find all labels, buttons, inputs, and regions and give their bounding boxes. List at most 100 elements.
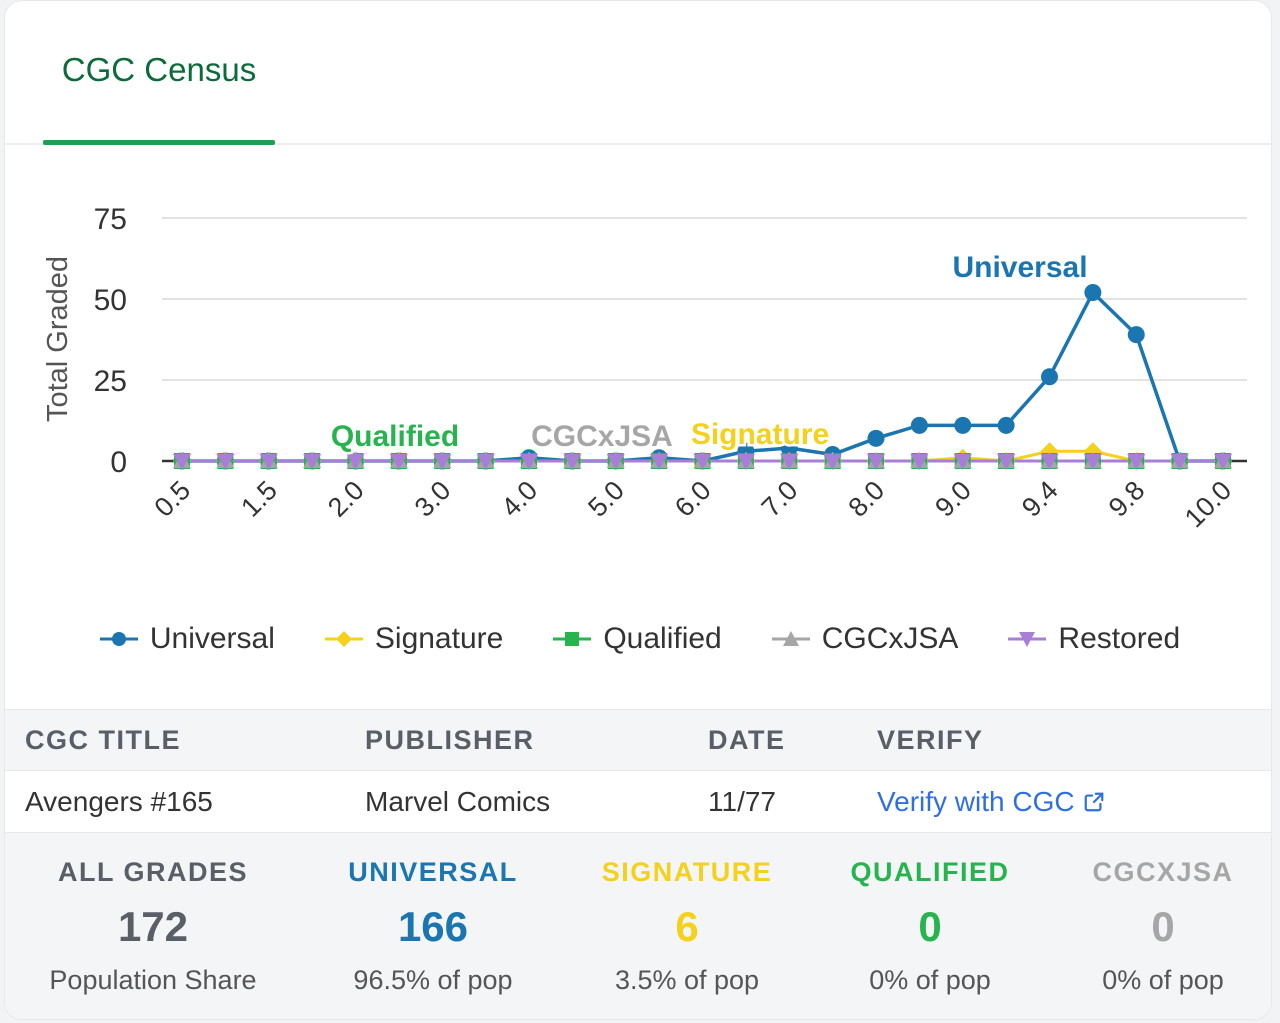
data-point <box>476 454 495 470</box>
data-point <box>1041 368 1058 386</box>
stat-value: 0 <box>1151 903 1175 950</box>
data-point <box>910 454 929 470</box>
stat-universal: UNIVERSAL 166 96.5% of pop <box>313 833 553 1019</box>
tab-label: CGC Census <box>61 51 257 88</box>
legend-label: CGCxJSA <box>821 622 959 655</box>
x-tick-label: 7.0 <box>756 475 804 523</box>
x-tick-label: 9.0 <box>929 475 977 523</box>
x-tick-label: 3.0 <box>409 475 457 523</box>
data-point <box>1040 454 1059 470</box>
stat-all-grades: ALL GRADES 172 Population Share <box>33 833 273 1019</box>
stat-subtext: 96.5% of pop <box>353 965 513 995</box>
x-tick-label: 9.4 <box>1016 475 1064 523</box>
legend-item-cgcxjsa[interactable]: CGCxJSA <box>770 622 959 656</box>
data-point <box>606 454 625 470</box>
data-point <box>303 454 322 470</box>
legend-item-signature[interactable]: Signature <box>323 622 503 656</box>
series-annotation: CGCxJSA <box>531 420 673 453</box>
header-date: DATE <box>708 724 786 755</box>
cell-date: 11/77 <box>708 785 776 817</box>
legend-label: Qualified <box>603 622 722 655</box>
diamond-marker-icon <box>324 631 363 647</box>
stat-label: UNIVERSAL <box>348 857 518 887</box>
active-tab-indicator <box>43 140 275 145</box>
legend-item-qualified[interactable]: Qualified <box>551 622 722 656</box>
data-point <box>563 454 582 470</box>
tab-bar: CGC Census <box>5 1 1271 145</box>
data-point <box>867 454 885 470</box>
stat-value: 0 <box>918 903 942 950</box>
stat-subtext: 0% of pop <box>869 965 991 995</box>
cell-title: Avengers #165 <box>25 785 213 817</box>
stat-label: CGCXJSA <box>1092 857 1234 887</box>
data-point <box>433 454 452 470</box>
data-point <box>389 454 408 470</box>
stat-qualified: QUALIFIED 0 0% of pop <box>810 833 1050 1019</box>
y-axis-title: Total Graded <box>42 256 74 422</box>
data-point <box>1214 454 1232 470</box>
data-point <box>736 454 755 470</box>
legend-label: Restored <box>1058 622 1181 655</box>
header-publisher: PUBLISHER <box>365 724 535 755</box>
y-tick-label: 25 <box>94 365 127 398</box>
data-point <box>346 454 365 470</box>
cell-publisher: Marvel Comics <box>365 785 551 817</box>
external-link-icon <box>1084 792 1103 811</box>
header-verify: VERIFY <box>877 724 984 755</box>
data-point <box>1084 284 1102 302</box>
data-point <box>910 416 928 434</box>
stat-subtext: 0% of pop <box>1102 965 1224 995</box>
series-annotation: Universal <box>952 251 1087 284</box>
census-info-table: CGC TITLE PUBLISHER DATE VERIFY Avengers… <box>5 709 1271 833</box>
table-row: Avengers #165 Marvel Comics 11/77 Verify… <box>5 771 1271 833</box>
data-point <box>780 439 798 457</box>
data-point <box>693 454 712 470</box>
data-point <box>216 454 235 470</box>
cell-verify: Verify with CGC <box>877 771 1105 832</box>
stat-subtext: 3.5% of pop <box>614 965 760 995</box>
x-tick-label: 1.5 <box>235 475 283 523</box>
data-point <box>867 429 885 447</box>
triangle-marker-icon <box>771 631 810 646</box>
stat-cgcxjsa: CGCXJSA 0 0% of pop <box>1043 833 1271 1019</box>
census-line-chart: 0 25 50 75 Total Graded 0.5 1.5 2.0 3.0 4.0 5.0 6.0… <box>42 203 1247 533</box>
x-tick-label: 8.0 <box>842 475 890 523</box>
series-annotation: Qualified <box>331 420 459 453</box>
tab-cgc-census[interactable]: CGC Census <box>43 1 275 145</box>
x-tick-label: 2.0 <box>322 475 370 523</box>
stat-label: ALL GRADES <box>57 857 248 887</box>
data-point <box>650 454 669 470</box>
data-point <box>259 454 278 470</box>
table-header-row: CGC TITLE PUBLISHER DATE VERIFY <box>5 709 1271 771</box>
chart-legend: Universal Signature Qualified CGCxJSA Re… <box>5 611 1271 667</box>
y-tick-label: 75 <box>94 203 127 236</box>
header-cgc-title: CGC TITLE <box>25 724 181 755</box>
data-point <box>173 454 191 470</box>
data-point <box>953 454 972 470</box>
population-stats: ALL GRADES 172 Population Share UNIVERSA… <box>5 833 1271 1019</box>
data-point <box>954 416 972 434</box>
circle-marker-icon <box>99 632 138 646</box>
legend-label: Universal <box>149 622 275 655</box>
y-tick-label: 0 <box>110 446 127 479</box>
data-point <box>1127 326 1145 344</box>
stat-signature: SIGNATURE 6 3.5% of pop <box>567 833 807 1019</box>
square-marker-icon <box>553 632 592 646</box>
stat-label: SIGNATURE <box>601 857 773 887</box>
data-point <box>823 454 842 470</box>
legend-item-restored[interactable]: Restored <box>1006 622 1180 656</box>
data-point <box>520 454 538 470</box>
legend-item-universal[interactable]: Universal <box>98 622 275 656</box>
series-annotation: Signature <box>691 418 829 451</box>
y-tick-label: 50 <box>94 284 127 317</box>
data-point <box>1127 454 1146 470</box>
x-tick-label: 9.8 <box>1103 475 1151 523</box>
census-card: CGC Census 0 25 50 75 Total Graded 0.5 1.5 2.0 3… <box>4 0 1272 1020</box>
verify-with-cgc-link[interactable]: Verify with CGC <box>877 786 1105 818</box>
data-point <box>780 454 799 470</box>
data-point <box>997 416 1015 434</box>
x-tick-label: 0.5 <box>148 475 196 523</box>
data-point <box>1083 454 1102 470</box>
stat-value: 6 <box>675 903 699 950</box>
legend-label: Signature <box>374 622 504 655</box>
